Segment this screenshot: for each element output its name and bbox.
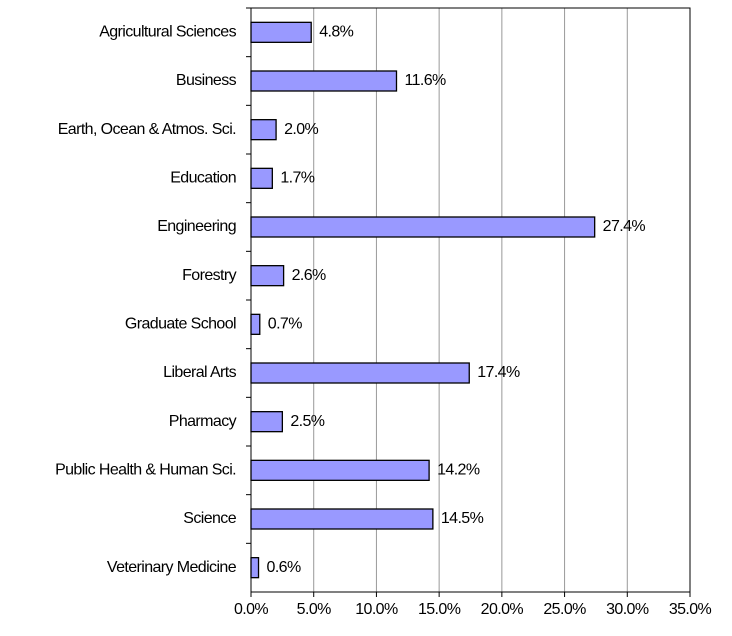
y-tick-label: Graduate School xyxy=(125,316,236,333)
y-tick-label: Liberal Arts xyxy=(163,364,236,381)
value-label: 2.0% xyxy=(284,121,318,138)
y-tick-label: Public Health & Human Sci. xyxy=(55,462,236,479)
x-tick-label: 30.0% xyxy=(606,601,649,618)
bar xyxy=(250,557,260,579)
plot-frame xyxy=(250,7,691,593)
x-tick-label: 35.0% xyxy=(669,601,712,618)
y-tick-label: Engineering xyxy=(157,218,236,235)
bar xyxy=(250,216,596,238)
y-tick-label: Pharmacy xyxy=(169,413,237,430)
y-tick-label: Veterinary Medicine xyxy=(107,559,237,576)
x-tick-label: 20.0% xyxy=(481,601,524,618)
value-label: 27.4% xyxy=(603,218,646,235)
y-tick-label: Education xyxy=(170,170,236,187)
value-label: 11.6% xyxy=(404,72,446,89)
y-tick-label: Earth, Ocean & Atmos. Sci. xyxy=(58,121,236,138)
bar xyxy=(250,508,434,530)
value-label: 2.6% xyxy=(292,267,326,284)
value-label: 2.5% xyxy=(290,413,324,430)
value-label: 4.8% xyxy=(319,24,353,41)
x-tick-label: 0.0% xyxy=(234,601,268,618)
y-tick-label: Agricultural Sciences xyxy=(99,24,236,41)
value-label: 1.7% xyxy=(280,170,314,187)
bar xyxy=(250,119,277,141)
bar xyxy=(250,70,398,92)
value-label: 0.7% xyxy=(268,316,302,333)
bar xyxy=(250,459,430,481)
bar xyxy=(250,362,470,384)
y-tick-label: Forestry xyxy=(182,267,236,284)
bar xyxy=(250,411,284,433)
x-tick-label: 15.0% xyxy=(418,601,461,618)
bar xyxy=(250,21,312,43)
value-label: 14.5% xyxy=(441,510,484,527)
y-tick-label: Science xyxy=(183,510,236,527)
bar xyxy=(250,167,273,189)
bar xyxy=(250,265,285,287)
x-tick-label: 10.0% xyxy=(355,601,398,618)
bar xyxy=(250,313,261,335)
value-label: 14.2% xyxy=(437,462,480,479)
value-label: 17.4% xyxy=(477,364,520,381)
y-tick-label: Business xyxy=(176,72,237,89)
x-tick-label: 25.0% xyxy=(543,601,586,618)
value-label: 0.6% xyxy=(267,559,301,576)
x-tick-label: 5.0% xyxy=(297,601,331,618)
